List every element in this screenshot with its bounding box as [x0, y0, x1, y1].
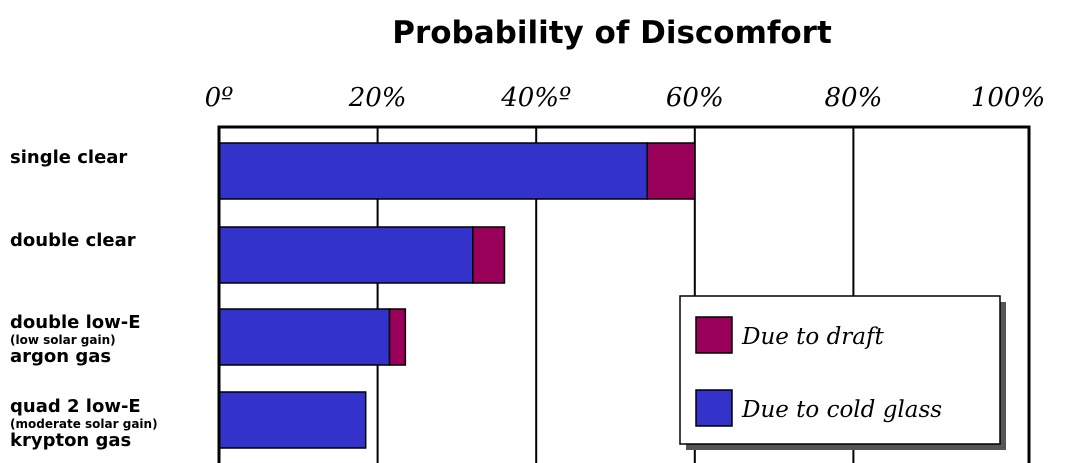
- category-label: double low-E: [10, 312, 141, 333]
- legend-swatch: [695, 389, 733, 427]
- bar-cold-glass: [218, 308, 391, 366]
- x-axis-ticks: 0º 20% 40%º 60% 80% 100%: [205, 83, 1046, 113]
- bar-cold-glass: [218, 391, 367, 449]
- chart-title: Probability of Discomfort: [392, 15, 832, 51]
- x-tick-label: 20%: [348, 83, 407, 113]
- x-tick-label: 40%º: [500, 83, 571, 113]
- category-label: double clear: [10, 230, 136, 251]
- category-label: (moderate solar gain): [10, 417, 158, 431]
- category-labels: single clear double clear double low-E(low…: [10, 147, 158, 451]
- bar-draft: [472, 226, 506, 284]
- x-tick-label: 80%: [825, 83, 883, 113]
- legend-box: [679, 295, 1001, 445]
- category-label: (low solar gain): [10, 333, 116, 347]
- legend: Due to draft Due to cold glass: [679, 295, 1006, 450]
- legend-label: Due to draft: [741, 324, 885, 350]
- category-label: argon gas: [10, 346, 111, 367]
- bar-cold-glass: [218, 226, 474, 284]
- plot-frame: [217, 125, 1031, 463]
- legend-swatch: [695, 316, 733, 354]
- bars: [218, 142, 696, 449]
- category-label: single clear: [10, 147, 127, 168]
- legend-label: Due to cold glass: [741, 397, 942, 423]
- bar-draft: [388, 308, 407, 366]
- bar-draft: [646, 142, 696, 200]
- category-label: krypton gas: [10, 430, 131, 451]
- x-tick-label: 60%: [666, 83, 724, 113]
- category-label: quad 2 low-E: [10, 396, 141, 417]
- x-tick-label: 0º: [205, 83, 234, 113]
- bar-cold-glass: [218, 142, 648, 200]
- x-tick-label: 100%: [971, 83, 1045, 113]
